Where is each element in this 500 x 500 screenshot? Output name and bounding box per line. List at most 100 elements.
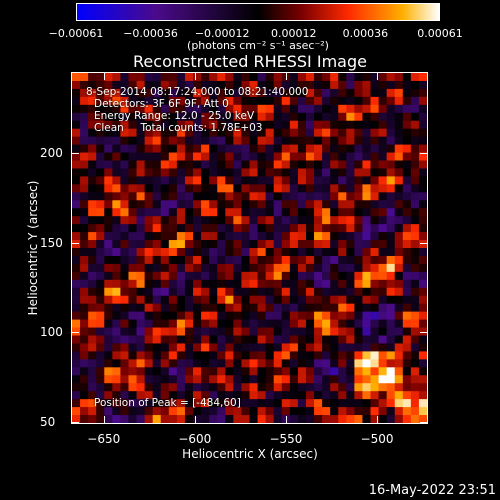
heatmap-cell — [386, 255, 396, 265]
heatmap-cell — [96, 200, 105, 209]
heatmap-cell — [112, 303, 121, 313]
heatmap-cell — [273, 415, 283, 423]
heatmap-cell — [96, 343, 105, 352]
heatmap-cell — [418, 335, 427, 344]
heatmap-cell — [354, 144, 363, 153]
heatmap-cell — [201, 160, 210, 169]
heatmap-cell — [168, 263, 178, 273]
heatmap-cell — [241, 271, 250, 281]
heatmap-cell — [184, 343, 194, 352]
heatmap-cell — [88, 367, 97, 376]
heatmap-cell — [346, 160, 355, 169]
heatmap-cell — [378, 319, 388, 328]
heatmap-cell — [289, 88, 299, 98]
heatmap-cell — [144, 375, 154, 384]
heatmap-cell — [370, 367, 379, 376]
heatmap-cell — [370, 73, 379, 82]
heatmap-cell — [233, 287, 242, 297]
heatmap-cell — [265, 319, 275, 328]
heatmap-cell — [265, 128, 275, 138]
heatmap-cell — [96, 399, 105, 408]
heatmap-cell — [346, 152, 355, 161]
heatmap-cell — [418, 343, 427, 352]
heatmap-cell — [370, 80, 379, 90]
heatmap-cell — [136, 383, 146, 392]
heatmap-cell — [370, 200, 379, 209]
heatmap-cell — [330, 367, 339, 376]
heatmap-cell — [217, 216, 226, 225]
heatmap-cell — [410, 112, 420, 122]
heatmap-cell — [354, 263, 363, 273]
heatmap-cell — [338, 303, 347, 313]
heatmap-cell — [112, 335, 121, 344]
heatmap-cell — [96, 136, 105, 145]
heatmap-cell — [160, 287, 170, 297]
heatmap-cell — [305, 128, 315, 138]
heatmap-cell — [184, 295, 194, 305]
heatmap-cell — [241, 399, 250, 408]
heatmap-cell — [418, 375, 427, 384]
heatmap-cell — [152, 73, 162, 82]
heatmap-cell — [120, 73, 129, 82]
heatmap-cell — [378, 184, 388, 193]
heatmap-cell — [273, 112, 283, 122]
heatmap-cell — [338, 160, 347, 169]
heatmap-cell — [418, 73, 427, 82]
heatmap-cell — [112, 319, 121, 328]
heatmap-cell — [410, 287, 420, 297]
heatmap-cell — [176, 279, 186, 289]
heatmap-cell — [96, 255, 105, 265]
heatmap-cell — [128, 200, 137, 209]
heatmap-cell — [354, 192, 363, 201]
heatmap-cell — [346, 232, 355, 241]
heatmap-cell — [128, 319, 137, 328]
heatmap-cell — [104, 216, 113, 225]
heatmap-cell — [88, 415, 97, 423]
heatmap-cell — [281, 136, 291, 145]
heatmap-cell — [289, 255, 299, 265]
heatmap-cell — [88, 152, 97, 161]
heatmap-cell — [96, 216, 105, 225]
heatmap-cell — [314, 303, 323, 313]
heatmap-cell — [322, 224, 331, 233]
heatmap-cell — [297, 112, 307, 122]
heatmap-cell — [386, 335, 396, 344]
heatmap-cell — [128, 160, 137, 169]
heatmap-cell — [386, 287, 396, 297]
heatmap-cell — [249, 128, 258, 138]
heatmap-cell — [209, 327, 218, 336]
heatmap-cell — [209, 96, 218, 106]
heatmap-cell — [354, 112, 363, 122]
heatmap-cell — [176, 112, 186, 122]
heatmap-cell — [338, 88, 347, 98]
heatmap-cell — [330, 263, 339, 273]
heatmap-cell — [330, 192, 339, 201]
heatmap-cell — [184, 80, 194, 90]
heatmap-cell — [378, 112, 388, 122]
heatmap-cell — [305, 160, 315, 169]
heatmap-cell — [386, 160, 396, 169]
heatmap-cell — [104, 80, 113, 90]
heatmap-cell — [273, 152, 283, 161]
heatmap-cell — [346, 367, 355, 376]
heatmap-cell — [249, 136, 258, 145]
heatmap-cell — [104, 359, 113, 368]
heatmap-cell — [281, 112, 291, 122]
heatmap-cell — [249, 73, 258, 82]
heatmap-cell — [193, 240, 202, 249]
heatmap-cell — [410, 152, 420, 161]
heatmap-cell — [386, 73, 396, 82]
heatmap-cell — [144, 160, 154, 169]
heatmap-cell — [241, 120, 250, 130]
heatmap-cell — [136, 144, 146, 153]
heatmap-cell — [394, 287, 404, 297]
heatmap-cell — [378, 96, 388, 106]
heatmap-cell — [128, 263, 137, 273]
heatmap-cell — [176, 351, 186, 360]
heatmap-cell — [168, 343, 178, 352]
heatmap-cell — [402, 184, 412, 193]
y-axis-label: Heliocentric Y (arcsec) — [26, 180, 40, 316]
heatmap-cell — [378, 104, 388, 114]
heatmap-cell — [265, 311, 275, 320]
heatmap-cell — [370, 311, 379, 320]
